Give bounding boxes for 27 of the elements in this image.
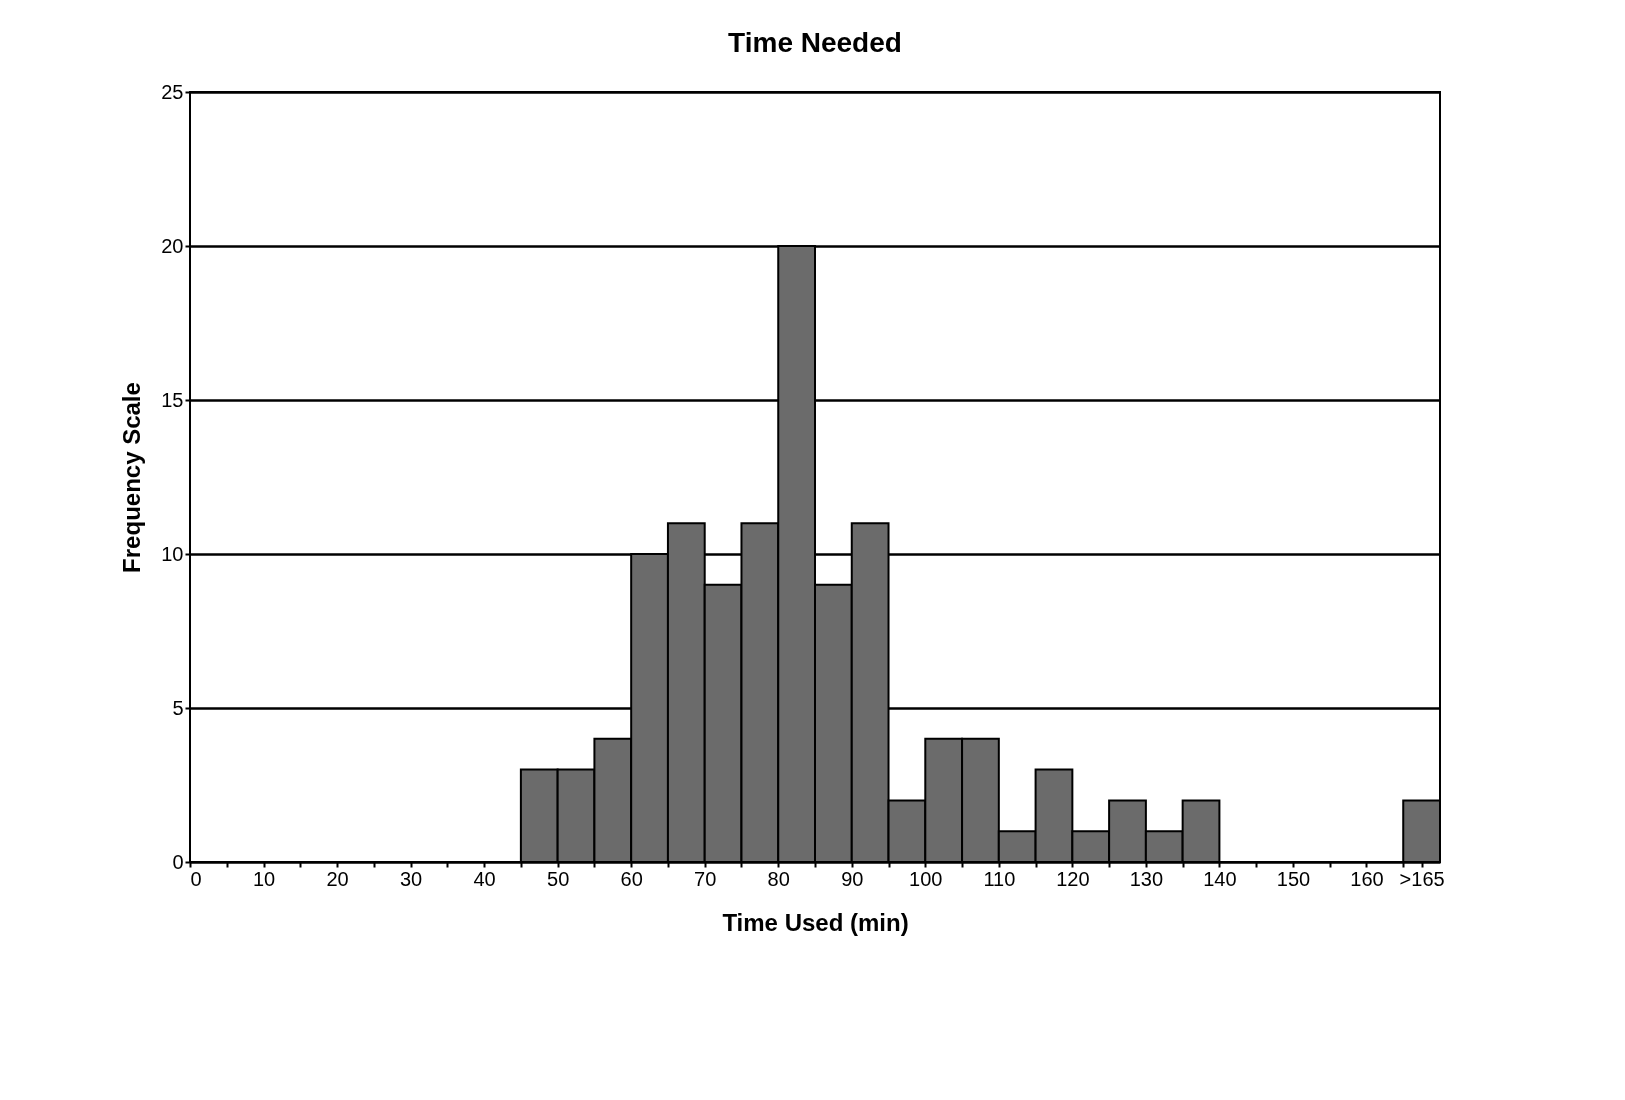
x-tick-label: 130 bbox=[1129, 867, 1164, 890]
chart-title: Time Needed bbox=[728, 27, 902, 58]
x-tick-label: 110 bbox=[983, 867, 1016, 890]
x-tick-label: 120 bbox=[1056, 867, 1090, 890]
y-tick-label: 0 bbox=[172, 850, 184, 873]
x-tick-label: 60 bbox=[620, 867, 643, 890]
x-tick-label: 140 bbox=[1203, 867, 1237, 890]
y-tick-label: 25 bbox=[161, 80, 184, 103]
x-tick-label: 20 bbox=[326, 867, 349, 890]
x-tick-label: 150 bbox=[1276, 867, 1311, 890]
y-tick-label: 20 bbox=[161, 234, 184, 257]
x-tick-label: 10 bbox=[252, 867, 276, 890]
x-tick-label: 160 bbox=[1350, 867, 1384, 890]
x-tick-label: 90 bbox=[841, 867, 864, 890]
x-tick-label: 40 bbox=[473, 867, 496, 890]
x-tick-label: 80 bbox=[767, 867, 790, 890]
x-tick-label: 0 bbox=[190, 867, 202, 890]
y-tick-label: 15 bbox=[161, 388, 184, 411]
x-tick-label: 50 bbox=[547, 867, 570, 890]
x-tick-label: >165 bbox=[1399, 867, 1445, 890]
x-tick-label: 100 bbox=[909, 867, 943, 890]
x-tick-label: 70 bbox=[694, 867, 717, 890]
y-axis-title: Frequency Scale bbox=[118, 382, 146, 573]
y-tick-label: 10 bbox=[161, 542, 184, 565]
x-axis-title: Time Used (min) bbox=[722, 908, 909, 936]
y-tick-label: 5 bbox=[172, 696, 184, 719]
x-tick-label: 30 bbox=[399, 867, 423, 890]
